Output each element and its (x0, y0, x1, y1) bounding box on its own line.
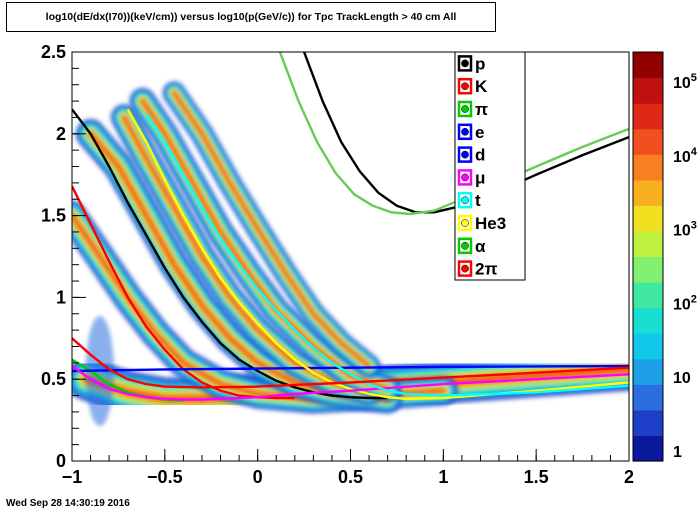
legend-marker (461, 196, 469, 205)
chart-title: log10(dE/dx(I70))(keV/cm)) versus log10(… (6, 2, 496, 32)
legend-label: e (475, 123, 484, 142)
legend-label: α (475, 237, 486, 256)
colorbar-label-exponent: 3 (691, 220, 697, 232)
legend-label: p (475, 54, 485, 73)
colorbar-swatch (633, 384, 663, 411)
colorbar-label: 103 (673, 220, 697, 240)
legend-label: μ (475, 168, 485, 187)
x-tick-label: 0.5 (338, 467, 363, 487)
legend-marker (461, 173, 469, 182)
legend-label: π (475, 100, 488, 119)
y-tick-label: 0.5 (41, 369, 66, 389)
y-tick-label: 1.5 (41, 206, 66, 226)
colorbar-swatch (633, 435, 663, 462)
legend-item-d: d (457, 146, 485, 165)
legend-item-e: e (457, 123, 484, 142)
legend-swatch (457, 77, 473, 95)
curve-alpha (278, 52, 629, 216)
curve-d (126, 108, 629, 400)
colorbar-swatch (633, 205, 663, 232)
colorbar-label: 104 (673, 146, 698, 166)
colorbar-swatch (633, 179, 663, 206)
legend-marker (461, 127, 469, 136)
legend-swatch (457, 123, 473, 141)
colorbar-swatch (633, 256, 663, 283)
x-tick-label: 2 (624, 467, 634, 487)
legend-marker (461, 150, 469, 159)
colorbar-swatch (633, 307, 663, 334)
legend-swatch (457, 169, 473, 186)
y-tick-label: 2.5 (41, 42, 66, 62)
curve-mu (72, 365, 629, 401)
colorbar-label-exponent: 5 (691, 72, 697, 84)
legend-marker (461, 59, 469, 68)
colorbar-label: 1 (673, 444, 682, 461)
y-tick-label: 0 (56, 451, 66, 471)
colorbar-swatch (633, 103, 663, 130)
colorbar-swatch (633, 52, 663, 79)
legend-swatch (457, 191, 473, 209)
colorbar-swatch (633, 77, 663, 104)
y-tick-label: 1 (56, 287, 66, 307)
band-He3 (162, 81, 381, 378)
colorbar-label: 105 (673, 72, 697, 92)
colorbar-frame (632, 51, 664, 462)
x-tick-label: −1 (62, 467, 83, 487)
colorbar-swatch (633, 282, 663, 309)
legend-swatch (457, 237, 473, 255)
legend-item-pi2: 2π (457, 260, 497, 279)
legend-item-t: t (457, 191, 481, 210)
legend-item-He3: He3 (457, 214, 506, 233)
legend-swatch (457, 55, 473, 72)
timestamp: Wed Sep 28 14:30:19 2016 (6, 498, 130, 509)
legend-label: t (475, 191, 481, 210)
legend-box (454, 51, 526, 281)
curve-pi2 (72, 337, 629, 389)
legend-label: 2π (475, 260, 497, 279)
legend-item-pi: π (457, 100, 488, 119)
y-tick-label: 2 (56, 124, 66, 144)
colorbar-swatch (633, 154, 663, 181)
legend-marker (461, 105, 469, 113)
colorbar-swatch (633, 333, 663, 360)
colorbar-swatch (633, 230, 663, 258)
colorbar-swatch (633, 128, 663, 155)
legend-label: He3 (475, 214, 506, 233)
theory-curves (72, 52, 629, 402)
curve-e (72, 364, 629, 373)
curve-t (145, 113, 629, 397)
legend-item-p: p (457, 54, 485, 73)
legend-swatch (457, 260, 473, 277)
colorbar-label-exponent: 2 (691, 293, 697, 305)
x-tick-label: 0 (253, 467, 263, 487)
x-tick-label: 1 (438, 467, 448, 487)
colorbar-label: 10 (673, 370, 691, 387)
legend-marker (461, 82, 469, 91)
colorbar-swatch (633, 358, 663, 385)
legend-marker (461, 241, 469, 250)
legend-swatch (457, 214, 473, 232)
colorbar-label-exponent: 4 (691, 146, 698, 158)
legend-swatch (457, 146, 473, 163)
legend-label: d (475, 146, 485, 165)
legend-swatch (457, 100, 473, 118)
legend-label: K (475, 77, 488, 96)
legend-marker (461, 219, 469, 227)
colorbar: 1 10 102 103 104 105 (632, 51, 698, 462)
colorbar-label: 102 (673, 293, 697, 313)
colorbar-swatch (633, 409, 663, 437)
legend-marker (461, 264, 469, 273)
axes: −1 −0.5 0 0.5 1 1.5 2 0 0.5 1 1.5 2 2.5 (41, 42, 634, 487)
legend-item-mu: μ (457, 168, 485, 187)
legend-item-K: K (457, 77, 488, 96)
x-tick-label: −0.5 (147, 467, 183, 487)
curve-p (72, 108, 388, 400)
legend-item-alpha: α (457, 237, 486, 256)
x-tick-label: 1.5 (524, 467, 549, 487)
